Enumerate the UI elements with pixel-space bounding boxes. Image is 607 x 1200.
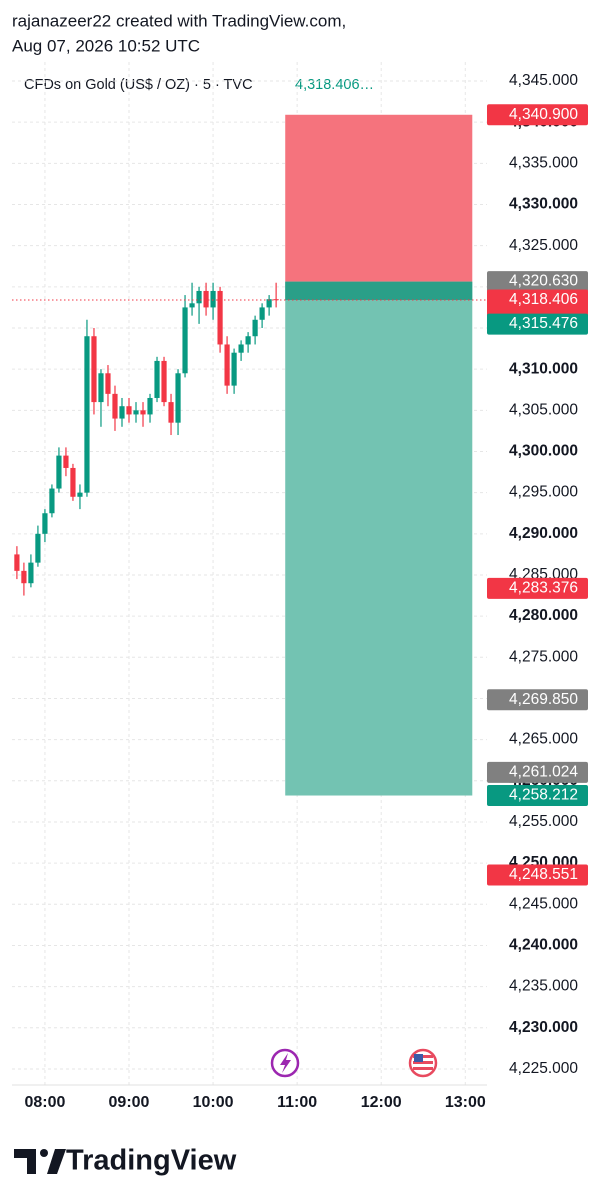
price-label-box [487, 785, 588, 807]
y-tick-label: 4,325.000 [509, 237, 578, 254]
candle-body [245, 336, 251, 345]
price-label: 4,340.900 [509, 106, 578, 123]
y-tick-label: 4,265.000 [509, 731, 578, 748]
candle-body [28, 562, 34, 584]
brand-name: TradingView [66, 1145, 237, 1177]
price-label: 4,261.024 [509, 763, 578, 780]
y-tick-label: 4,235.000 [509, 978, 578, 995]
price-label-box [487, 104, 588, 126]
candle-body [203, 290, 209, 308]
timestamp: Aug 07, 2026 10:52 UTC [12, 36, 200, 55]
plot-area: 08:00 09:00 10:00 11:00 12:00 13:00 4,345.000 4… [12, 62, 588, 1111]
candle-body [133, 410, 139, 415]
price-label: 4,315.476 [509, 315, 578, 332]
candle-body [56, 455, 62, 489]
candle-body [42, 513, 48, 534]
legend-value: 4,318.406… [295, 77, 374, 93]
candle-body [21, 570, 27, 584]
x-tick-label: 09:00 [109, 1094, 150, 1111]
target-zone [285, 281, 473, 796]
y-tick-label: 4,280.000 [509, 607, 578, 624]
economic-event-icon[interactable] [408, 1048, 438, 1078]
y-tick-label: 4,330.000 [509, 196, 578, 213]
candle-body [238, 344, 244, 353]
candle-body [259, 307, 265, 320]
price-label: 4,248.551 [509, 866, 578, 883]
candle-body [112, 393, 118, 419]
candle-body [210, 290, 216, 308]
price-label: 4,269.850 [509, 691, 578, 708]
candle-body [14, 554, 20, 571]
y-tick-label: 4,225.000 [509, 1060, 578, 1077]
candle-body [168, 402, 174, 423]
candle-body [175, 373, 181, 423]
x-tick-label: 11:00 [277, 1094, 317, 1111]
x-tick-label: 12:00 [361, 1094, 402, 1111]
candle-body [35, 533, 41, 563]
y-tick-label: 4,230.000 [509, 1019, 578, 1036]
y-tick-label: 4,290.000 [509, 525, 578, 542]
symbol-legend: CFDs on Gold (US$ / OZ) · 5 · TVC [24, 77, 253, 93]
candle-body [140, 410, 146, 415]
x-tick-label: 08:00 [24, 1094, 65, 1111]
y-tick-label: 4,300.000 [509, 443, 578, 460]
y-tick-label: 4,305.000 [509, 401, 578, 418]
y-tick-label: 4,255.000 [509, 813, 578, 830]
candle-body [231, 352, 237, 386]
y-tick-label: 4,295.000 [509, 484, 578, 501]
price-label: 4,318.406 [509, 291, 578, 308]
x-tick-label: 10:00 [193, 1094, 234, 1111]
x-tick-label: 13:00 [445, 1094, 486, 1111]
candle-body [266, 299, 272, 308]
candle-body [70, 467, 76, 497]
price-label: 4,283.376 [509, 579, 578, 596]
active-zone [285, 281, 473, 300]
price-label-box [487, 313, 588, 335]
candle-body [84, 336, 90, 493]
candle-body [105, 373, 111, 394]
price-label-box [487, 689, 588, 711]
event-icon[interactable] [270, 1048, 300, 1078]
candle-body [189, 303, 195, 308]
candle-body [91, 336, 97, 403]
price-label-box [487, 271, 588, 293]
stop-zone [285, 114, 473, 282]
candle-body [252, 319, 258, 337]
price-label: 4,320.630 [509, 273, 578, 290]
candle-body [196, 290, 202, 304]
candle-body [182, 307, 188, 374]
y-tick-label: 4,245.000 [509, 895, 578, 912]
y-tick-label: 4,275.000 [509, 648, 578, 665]
candle-body [217, 290, 223, 345]
author-line: rajanazeer22 created with TradingView.co… [12, 11, 346, 30]
candle-body [77, 492, 83, 497]
candle-body [119, 406, 125, 419]
candle-body [147, 397, 153, 415]
y-tick-label: 4,345.000 [509, 72, 578, 89]
price-label-box [487, 761, 588, 783]
price-label: 4,258.212 [509, 787, 578, 804]
price-label-box [487, 864, 588, 886]
candle-body [98, 373, 104, 403]
candle-body [224, 344, 230, 386]
y-tick-label: 4,240.000 [509, 937, 578, 954]
price-label-box [487, 577, 588, 599]
y-tick-label: 4,310.000 [509, 360, 578, 377]
candle-body [161, 360, 167, 403]
brand-logo [14, 1149, 66, 1174]
candle-body [63, 455, 69, 468]
y-tick-label: 4,335.000 [509, 154, 578, 171]
candle-body [126, 406, 132, 415]
candle-body [154, 360, 160, 398]
candle-body [49, 488, 55, 514]
